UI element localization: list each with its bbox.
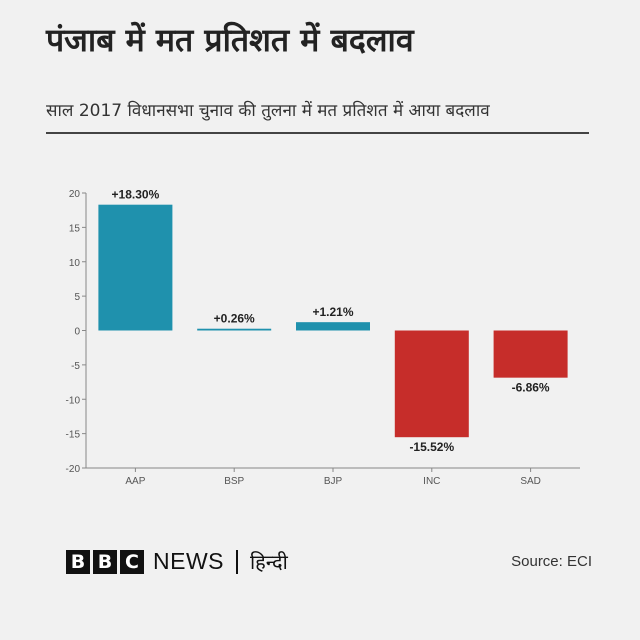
bar-aap <box>98 204 173 331</box>
source-note: Source: ECI <box>511 553 592 570</box>
language-label: हिन्दी <box>250 550 288 574</box>
y-tick-label: 20 <box>69 189 81 200</box>
logo-separator <box>236 549 238 574</box>
title-divider <box>46 132 589 134</box>
chart-subtitle: साल 2017 विधानसभा चुनाव की तुलना में मत … <box>46 101 490 121</box>
chart-title: पंजाब में मत प्रतिशत में बदलाव <box>46 21 414 59</box>
x-tick-label: SAD <box>520 476 541 487</box>
bar-inc <box>394 330 469 438</box>
bar-bjp <box>296 322 370 331</box>
data-label-aap: +18.30% <box>112 188 160 202</box>
y-tick-label: 0 <box>74 327 80 338</box>
bbc-letter-b1: B <box>66 549 90 574</box>
y-tick-label: -15 <box>66 430 81 441</box>
y-tick-label: -10 <box>66 395 81 406</box>
y-tick-label: 5 <box>74 292 80 303</box>
bbc-news-logo: B B C NEWS हिन्दी <box>66 548 288 575</box>
data-label-bjp: +1.21% <box>312 305 353 319</box>
bar-chart: 20 15 10 5 0 -5 -10 -15 -20 +18.30% AAP +0.26% BSP +1… <box>66 188 580 487</box>
data-label-inc: -15.52% <box>409 440 454 454</box>
y-tick-label: -20 <box>66 464 81 475</box>
data-label-sad: -6.86% <box>512 381 550 395</box>
y-tick-label: 10 <box>69 258 81 269</box>
y-tick-label: -5 <box>71 361 80 372</box>
x-tick-label: AAP <box>125 476 145 487</box>
bar-bsp <box>197 328 272 331</box>
bar-sad <box>493 330 568 378</box>
y-tick-label: 15 <box>69 223 81 234</box>
data-label-bsp: +0.26% <box>214 312 255 326</box>
bbc-letter-b2: B <box>93 549 117 574</box>
bbc-letter-c: C <box>120 549 144 574</box>
x-tick-label: BSP <box>224 476 244 487</box>
news-wordmark: NEWS <box>153 548 224 574</box>
x-tick-label: BJP <box>324 476 343 487</box>
x-tick-label: INC <box>423 476 440 487</box>
